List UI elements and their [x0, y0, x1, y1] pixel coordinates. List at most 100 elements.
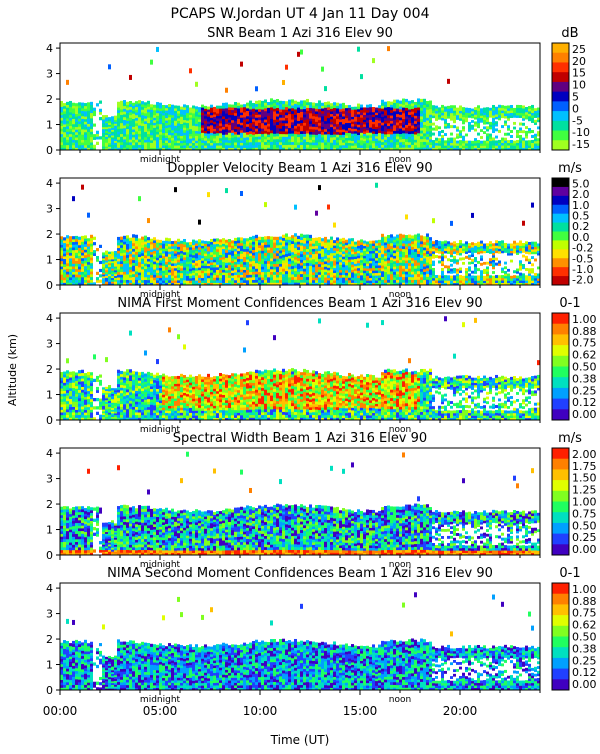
data-cell	[303, 235, 306, 238]
data-cell	[240, 62, 243, 67]
data-cell	[399, 234, 402, 237]
data-cell	[270, 101, 273, 104]
data-cell	[324, 86, 327, 91]
data-cell	[402, 139, 405, 142]
data-cell	[306, 235, 309, 238]
data-cell	[381, 239, 384, 242]
data-cell	[180, 107, 183, 110]
data-cell	[420, 107, 423, 110]
data-cell	[411, 235, 414, 238]
data-cell	[498, 105, 501, 108]
data-cell	[387, 101, 390, 104]
data-cell	[417, 113, 420, 116]
data-cell	[282, 101, 285, 104]
data-cell	[420, 116, 423, 119]
data-cell	[330, 237, 333, 240]
data-cell	[300, 237, 303, 240]
data-cell	[375, 183, 378, 188]
data-cell	[426, 242, 429, 245]
data-cell	[174, 241, 177, 244]
data-cell	[111, 251, 114, 253]
data-cell	[531, 135, 534, 138]
data-cell	[474, 129, 477, 132]
data-cell	[201, 105, 204, 108]
data-cell	[534, 120, 537, 123]
data-cell	[153, 237, 156, 240]
data-cell	[111, 116, 114, 118]
data-cell	[174, 187, 177, 192]
data-cell	[381, 237, 384, 240]
data-cell	[417, 98, 420, 101]
data-cell	[153, 105, 156, 108]
data-cell	[222, 238, 225, 241]
data-cell	[534, 108, 537, 111]
data-cell	[216, 106, 219, 109]
data-cell	[456, 141, 459, 144]
data-cell	[399, 262, 402, 265]
colorbar-unit: dB	[561, 26, 578, 41]
data-cell	[339, 104, 342, 107]
data-cell	[522, 105, 525, 108]
data-cell	[432, 268, 435, 271]
data-cell	[381, 271, 384, 274]
data-cell	[399, 271, 402, 274]
data-cell	[507, 133, 510, 136]
data-cell	[294, 233, 297, 236]
data-cell	[420, 113, 423, 116]
data-cell	[495, 121, 498, 124]
data-cell	[237, 237, 240, 240]
data-cell	[270, 110, 273, 113]
data-cell	[417, 116, 420, 119]
data-cell	[81, 236, 84, 239]
data-cell	[450, 133, 453, 136]
data-cell	[321, 103, 324, 106]
data-cell	[426, 253, 429, 256]
data-cell	[285, 265, 288, 268]
data-cell	[306, 102, 309, 105]
data-cell	[225, 88, 228, 93]
data-cell	[420, 130, 423, 133]
data-cell	[333, 102, 336, 105]
data-cell	[417, 265, 420, 268]
data-cell	[456, 108, 459, 111]
data-cell	[519, 127, 522, 130]
data-cell	[345, 240, 348, 243]
data-cell	[471, 141, 474, 144]
data-cell	[225, 188, 228, 193]
data-cell	[84, 103, 87, 106]
data-cell	[183, 104, 186, 107]
data-cell	[270, 130, 273, 133]
data-cell	[381, 279, 384, 282]
data-cell	[390, 234, 393, 237]
data-cell	[417, 256, 420, 259]
data-cell	[300, 265, 303, 268]
data-cell	[399, 101, 402, 104]
data-cell	[447, 106, 450, 109]
data-cell	[198, 239, 201, 242]
data-cell	[78, 237, 81, 240]
data-cell	[423, 122, 426, 125]
data-cell	[99, 117, 102, 120]
data-cell	[72, 196, 75, 201]
data-cell	[402, 104, 405, 107]
data-cell	[312, 103, 315, 106]
data-cell	[417, 107, 420, 110]
data-cell	[294, 265, 297, 268]
data-cell	[294, 205, 297, 210]
data-cell	[531, 140, 534, 143]
data-cell	[309, 235, 312, 238]
data-cell	[399, 268, 402, 271]
data-cell	[357, 240, 360, 243]
data-cell	[420, 110, 423, 113]
data-cell	[294, 245, 297, 248]
data-cell	[324, 237, 327, 240]
data-cell	[387, 46, 390, 51]
data-cell	[402, 107, 405, 110]
data-cell	[432, 241, 435, 244]
data-cell	[468, 122, 471, 125]
data-cell	[423, 139, 426, 142]
data-cell	[516, 140, 519, 143]
data-cell	[486, 107, 489, 110]
data-cell	[108, 64, 111, 69]
data-cell	[285, 101, 288, 104]
